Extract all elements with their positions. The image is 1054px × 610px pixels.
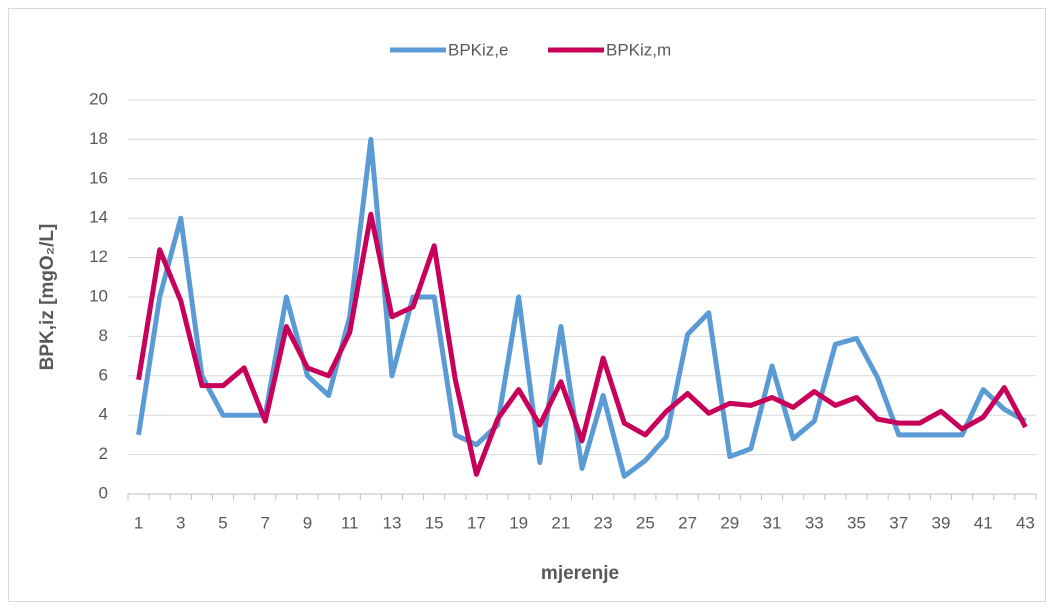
x-tick-label: 17 (467, 513, 486, 532)
x-tick-label: 25 (636, 513, 655, 532)
y-tick-label: 0 (99, 483, 108, 502)
x-tick-label: 15 (425, 513, 444, 532)
y-tick-label: 2 (99, 444, 108, 463)
x-tick-label: 31 (763, 513, 782, 532)
x-tick-label: 1 (134, 513, 143, 532)
data-line (136, 136, 1027, 479)
x-tick-label: 3 (176, 513, 185, 532)
x-tick-label: 9 (303, 513, 312, 532)
y-axis-label: BPK,iz [mgO₂/L] (37, 224, 58, 371)
x-tick-label: 21 (551, 513, 570, 532)
x-tick-label: 11 (341, 513, 359, 532)
x-tick-label: 29 (720, 513, 739, 532)
x-tick-label: 13 (382, 513, 401, 532)
x-tick-label: 41 (974, 513, 993, 532)
x-tick-label: 27 (678, 513, 697, 532)
x-tick-label: 23 (594, 513, 613, 532)
y-tick-label: 10 (89, 286, 108, 305)
y-tick-label: 14 (89, 208, 108, 227)
legend-label: BPKiz,m (606, 40, 671, 59)
y-tick-label: 20 (89, 89, 108, 108)
x-tick-label: 33 (805, 513, 824, 532)
y-tick-label: 18 (89, 129, 108, 148)
y-tick-label: 8 (99, 326, 108, 345)
x-tick-label: 7 (261, 513, 270, 532)
x-axis-label: mjerenje (541, 563, 619, 584)
legend-label: BPKiz,e (448, 40, 508, 59)
y-tick-label: 4 (99, 405, 108, 424)
x-tick-label: 19 (509, 513, 528, 532)
y-tick-label: 12 (89, 247, 108, 266)
y-tick-label: 16 (89, 168, 108, 187)
y-tick-label: 6 (99, 365, 108, 384)
x-tick-label: 43 (1016, 513, 1035, 532)
x-tick-label: 5 (218, 513, 227, 532)
x-tick-label: 35 (847, 513, 866, 532)
x-tick-label: 37 (889, 513, 908, 532)
data-line (136, 211, 1028, 477)
x-tick-label: 39 (932, 513, 951, 532)
